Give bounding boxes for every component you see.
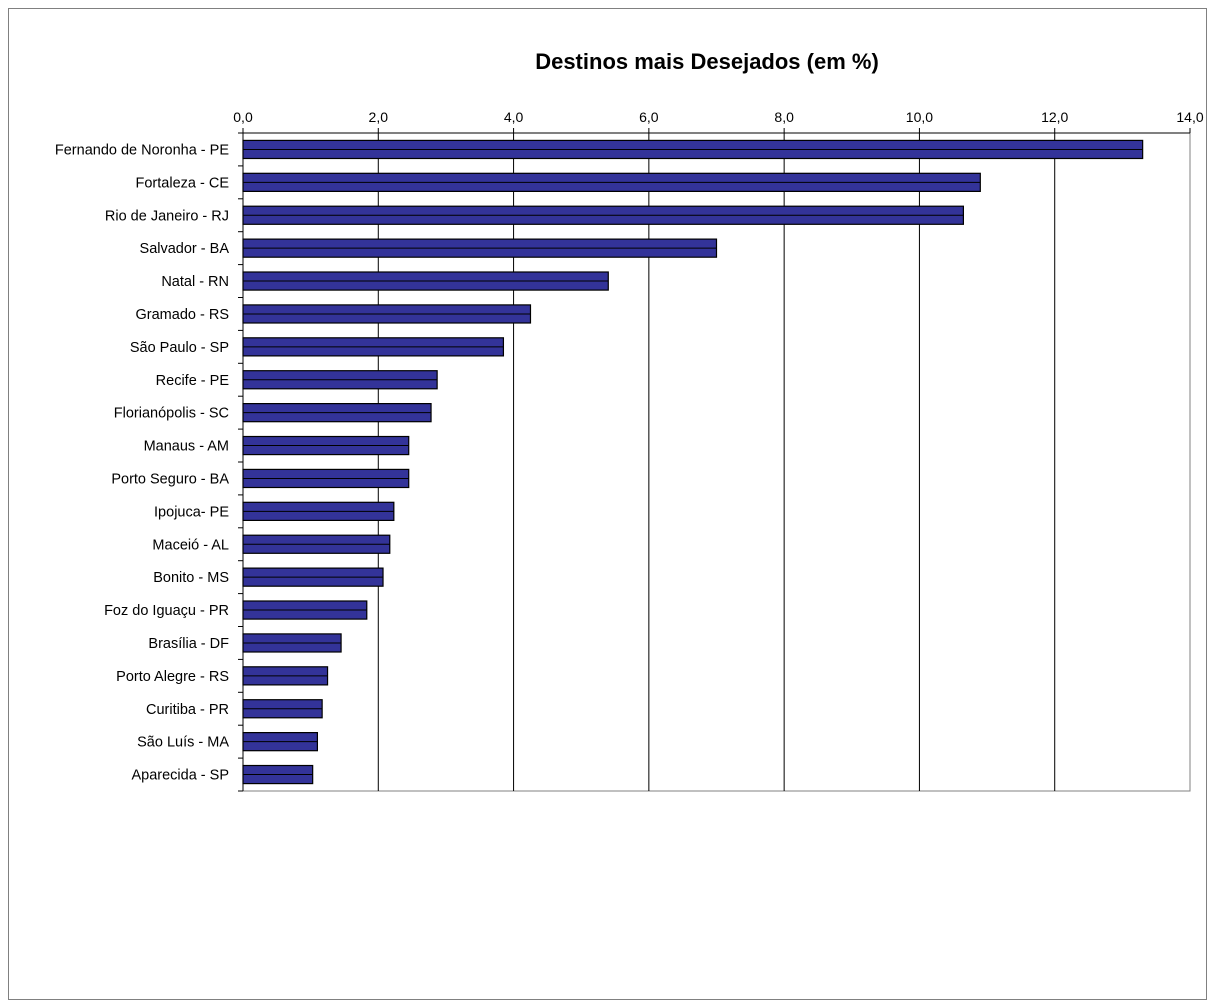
x-tick-label: 10,0 (906, 109, 933, 125)
x-tick-label: 12,0 (1041, 109, 1068, 125)
chart-frame: Destinos mais Desejados (em %) 0,0 2,0 4,0… (8, 8, 1207, 1000)
category-label: Ipojuca- PE (154, 504, 229, 520)
axes (238, 128, 1191, 792)
category-label: Gramado - RS (136, 307, 229, 323)
category-label: Natal - RN (161, 274, 229, 290)
category-label: Bonito - MS (153, 570, 229, 586)
category-label: Manaus - AM (144, 439, 229, 455)
bars (242, 139, 1144, 785)
category-label: Rio de Janeiro - RJ (105, 208, 229, 224)
category-label: Salvador - BA (140, 241, 230, 257)
category-label: Curitiba - PR (146, 702, 229, 718)
category-label: Recife - PE (156, 373, 230, 389)
category-label: Fortaleza - CE (136, 175, 230, 191)
category-label: Brasília - DF (148, 636, 229, 652)
category-label: Foz do Iguaçu - PR (104, 603, 229, 619)
x-tick-label: 14,0 (1176, 109, 1203, 125)
chart-title: Destinos mais Desejados (em %) (535, 49, 879, 74)
x-tick-label: 8,0 (774, 109, 794, 125)
category-label: Maceió - AL (152, 537, 229, 553)
category-label: São Paulo - SP (130, 340, 229, 356)
category-label: São Luís - MA (137, 735, 229, 751)
x-tick-label: 2,0 (369, 109, 389, 125)
x-tick-label: 0,0 (233, 109, 253, 125)
category-label: Florianópolis - SC (114, 406, 229, 422)
gridlines (242, 132, 1191, 792)
x-tick-label: 4,0 (504, 109, 524, 125)
category-label: Porto Alegre - RS (116, 669, 229, 685)
x-tick-labels: 0,0 2,0 4,0 6,0 8,0 10,0 12,0 14,0 (233, 109, 1204, 125)
bar-chart: Destinos mais Desejados (em %) 0,0 2,0 4,0… (55, 49, 1204, 792)
category-label: Fernando de Noronha - PE (55, 142, 229, 158)
category-labels: Fernando de Noronha - PE Fortaleza - CE Ri… (55, 142, 229, 783)
category-label: Aparecida - SP (131, 768, 229, 784)
plot-area (242, 132, 1191, 792)
category-label: Porto Seguro - BA (111, 471, 229, 487)
x-tick-label: 6,0 (639, 109, 659, 125)
